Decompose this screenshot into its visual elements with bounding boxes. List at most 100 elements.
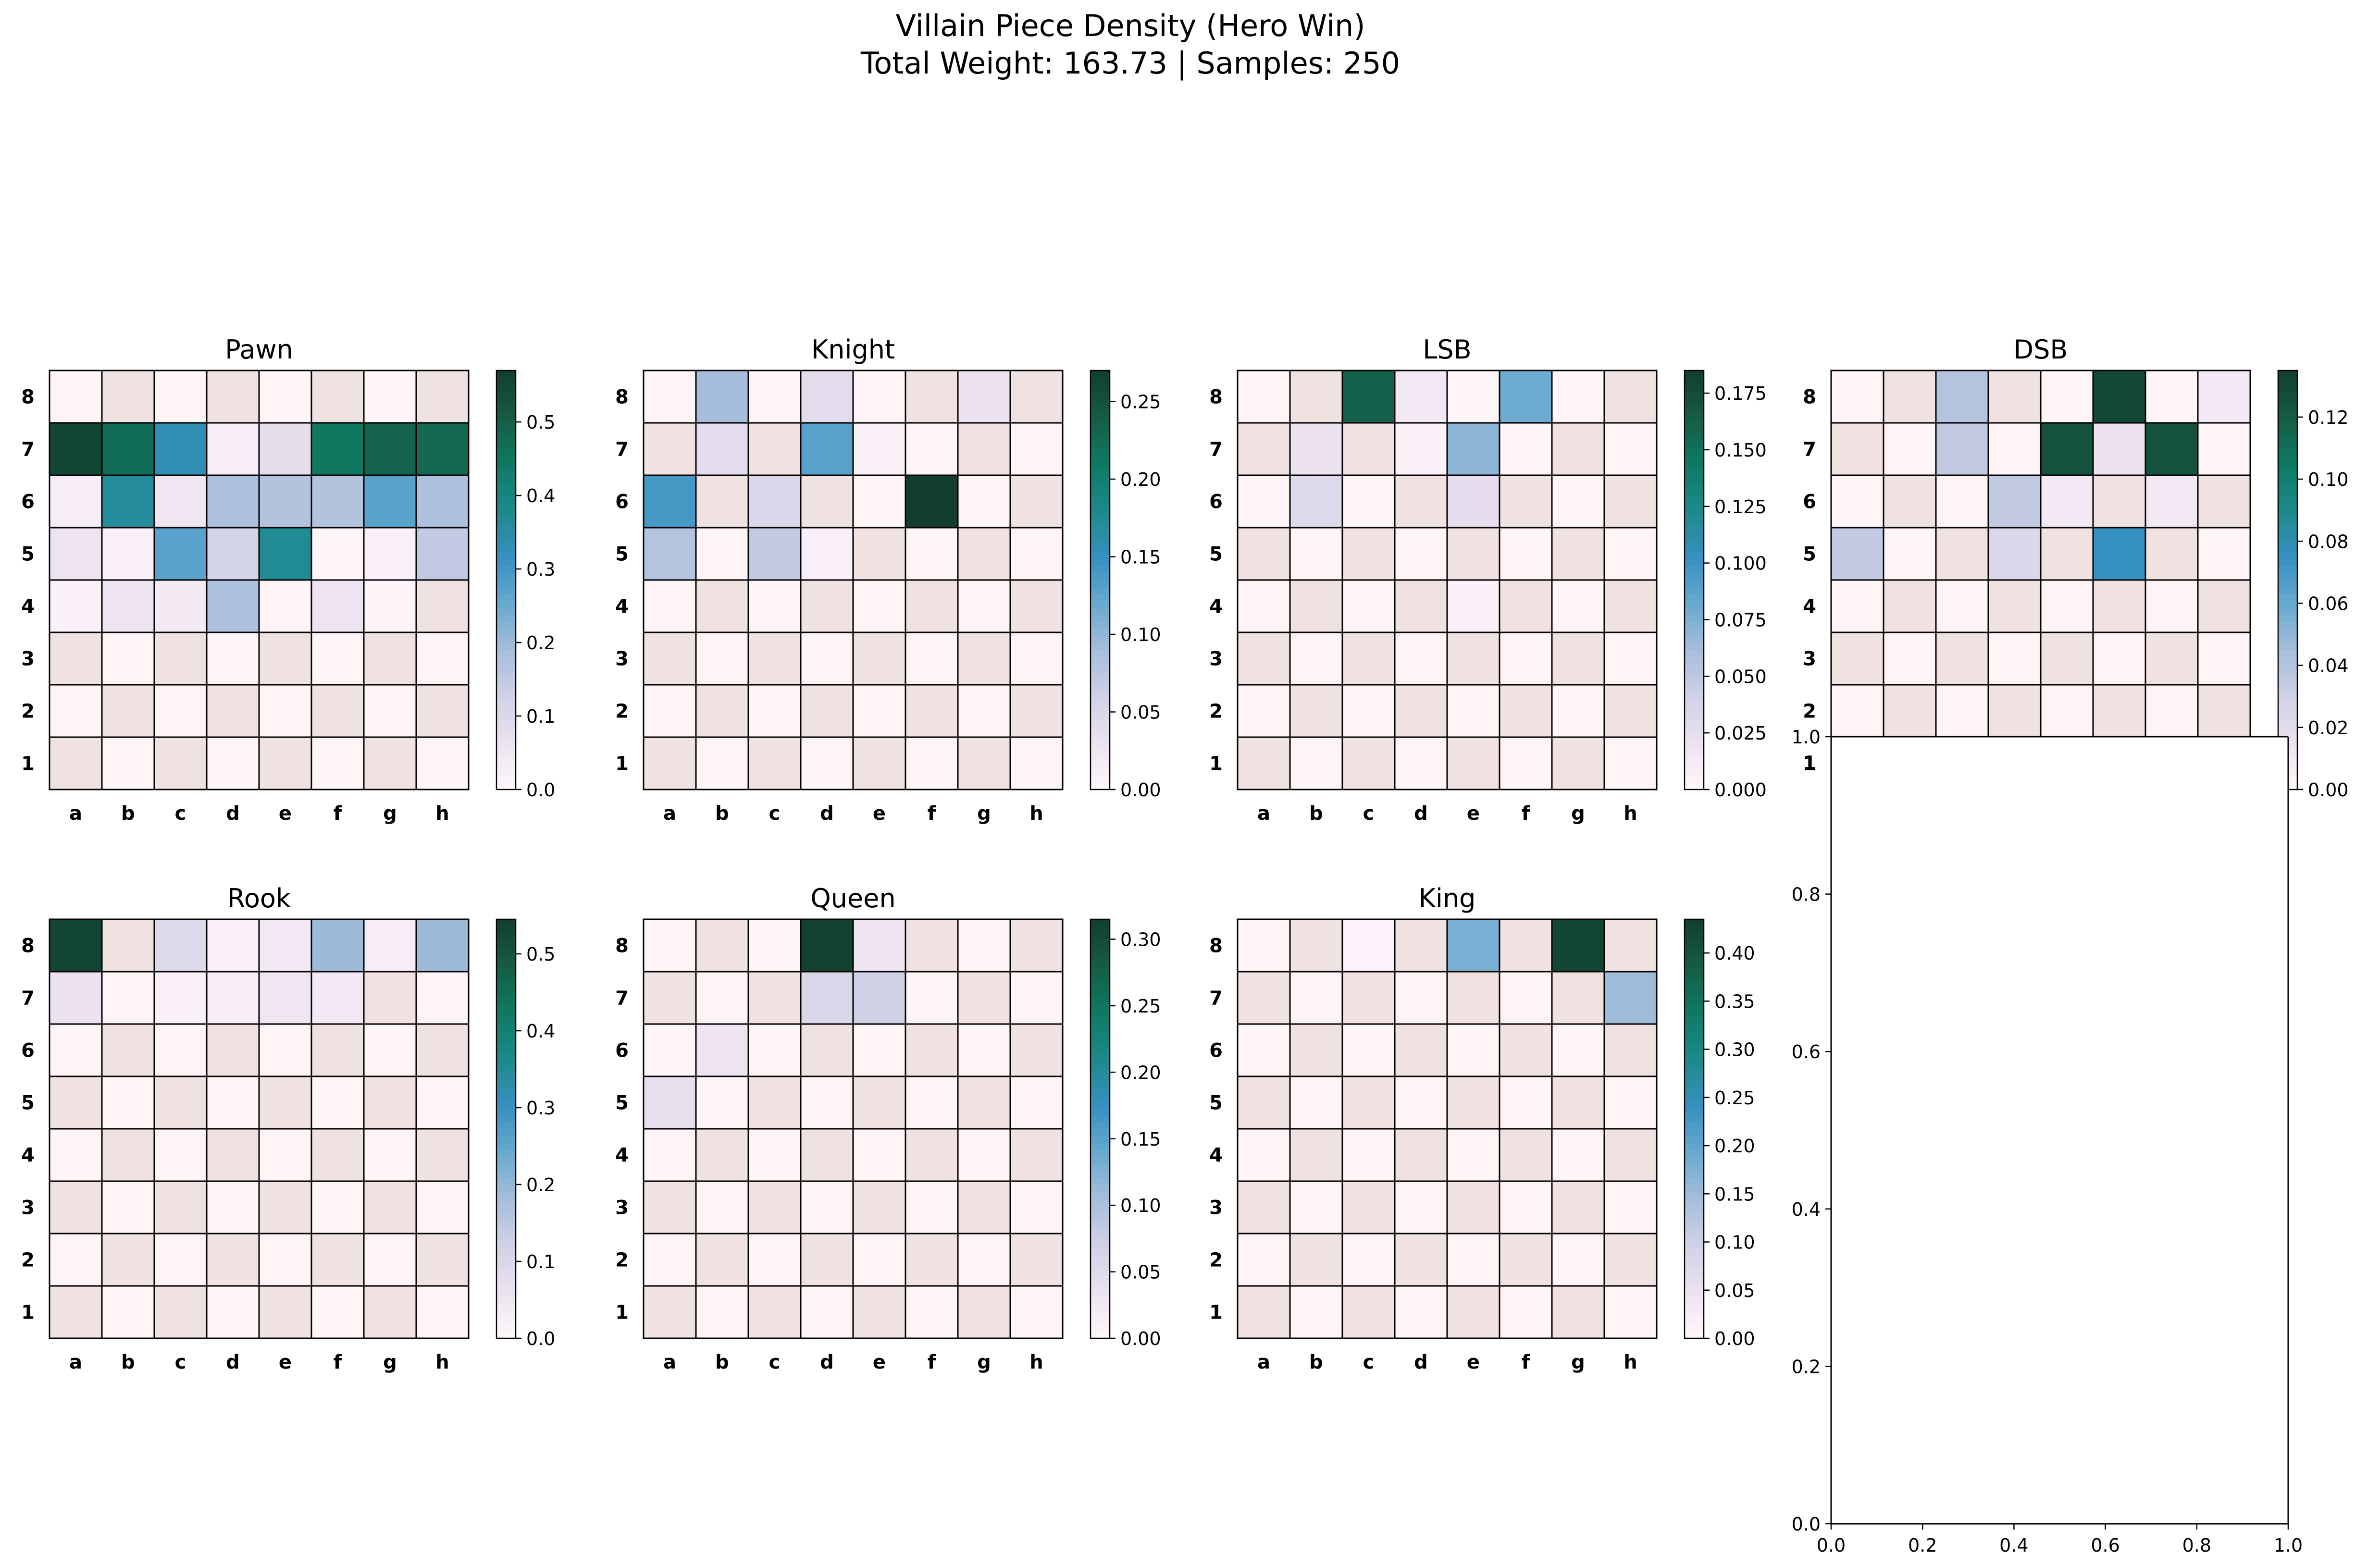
colorbar-segment: [496, 1100, 516, 1109]
colorbar-tick-label: 0.05: [1120, 702, 1161, 723]
rank-label: 2: [21, 701, 35, 723]
colorbar-segment: [1091, 503, 1110, 511]
heatmap-pawn: Pawn 8 7 6 5 4 3 2 1 a b c d e f g h 0.0 0.1 0.2 0.3 0.4 0.5: [21, 334, 555, 825]
rank-label: 5: [615, 1092, 629, 1114]
heatmap-cell: [415, 918, 470, 973]
heatmap-cell: [258, 736, 312, 790]
colorbar-segment: [1091, 733, 1110, 741]
heatmap-cell: [1499, 579, 1553, 633]
colorbar-segment: [2278, 391, 2297, 399]
colorbar-segment: [1685, 475, 1704, 483]
heatmap-cell: [1551, 1233, 1605, 1287]
heatmap-cell: [1237, 579, 1291, 633]
colorbar-segment: [496, 1282, 516, 1290]
heatmap-cell: [1289, 527, 1343, 581]
empty-axis: 0.0 0.2 0.4 0.6 0.8 1.0 0.0 0.2 0.4 0.6 0.8 1.0 1: [1792, 727, 2303, 1556]
heatmap-cell: [1499, 1023, 1553, 1077]
colorbar-segment: [1091, 1205, 1110, 1213]
heatmap-cell: [1551, 736, 1605, 790]
heatmap-cell: [1009, 1075, 1064, 1130]
heatmap-cell: [1289, 1285, 1343, 1339]
heatmap-cell: [747, 579, 802, 633]
colorbar-segment: [1685, 1275, 1704, 1283]
colorbar-segment: [1685, 545, 1704, 553]
colorbar-segment: [1091, 1100, 1110, 1109]
heatmap-cell: [363, 1180, 417, 1235]
heatmap-cell: [800, 1233, 854, 1287]
colorbar-segment: [1685, 1317, 1704, 1325]
heatmap-cell: [747, 918, 802, 973]
heatmap-cell: [101, 631, 155, 686]
colorbar-segment: [1091, 975, 1110, 983]
heatmap-cell: [800, 736, 854, 790]
heatmap-cell: [905, 1128, 959, 1182]
heatmap-cell: [1499, 1075, 1553, 1130]
heatmap-cell: [695, 1023, 749, 1077]
rank-label: 7: [21, 439, 35, 461]
heatmap-cell: [957, 918, 1011, 973]
colorbar-segment: [1685, 1303, 1704, 1311]
heatmap-cell: [1987, 370, 2042, 424]
colorbar-segment: [2278, 664, 2297, 671]
colorbar-tick-label: 0.02: [2308, 717, 2349, 739]
colorbar-segment: [1091, 377, 1110, 385]
colorbar-segment: [1091, 1031, 1110, 1039]
heatmap-cell: [1237, 971, 1291, 1025]
colorbar-tick-label: 0.1: [526, 1251, 555, 1272]
heatmap-cell: [905, 736, 959, 790]
heatmap-cell: [905, 684, 959, 738]
colorbar-segment: [1091, 768, 1110, 776]
colorbar-segment: [1091, 1017, 1110, 1025]
colorbar-segment: [496, 1296, 516, 1304]
file-label: g: [1571, 803, 1585, 825]
colorbar-tick-label: 0.1: [526, 706, 555, 727]
colorbar-segment: [496, 433, 516, 441]
colorbar-segment: [2278, 433, 2297, 441]
colorbar-segment: [1091, 1024, 1110, 1032]
colorbar-segment: [496, 1317, 516, 1325]
heatmap-cell: [747, 684, 802, 738]
colorbar-segment: [1685, 713, 1704, 720]
colorbar-tick-label: 0.25: [1714, 1087, 1755, 1109]
colorbar-segment: [1091, 1282, 1110, 1290]
heatmap-cell: [1987, 631, 2042, 686]
heatmap-cell: [153, 1233, 208, 1287]
heatmap-cell: [2040, 684, 2094, 738]
heatmap-cell: [153, 474, 208, 529]
colorbar-segment: [1091, 947, 1110, 955]
colorbar-tick-label: 0.2: [526, 632, 555, 654]
heatmap-cell: [747, 1023, 802, 1077]
heatmap-cell: [1237, 1285, 1291, 1339]
colorbar-segment: [1685, 594, 1704, 602]
colorbar-segment: [2278, 384, 2297, 392]
colorbar-segment: [2278, 615, 2297, 623]
heatmap-cell: [695, 684, 749, 738]
colorbar-segment: [496, 1031, 516, 1039]
heatmap-cell: [957, 579, 1011, 633]
heatmap-cell: [206, 971, 260, 1025]
colorbar-segment: [2278, 601, 2297, 609]
heatmap-cell: [310, 1023, 365, 1077]
heatmap-cell: [206, 736, 260, 790]
heatmap-cell: [1341, 1233, 1396, 1287]
colorbar-segment: [1091, 1289, 1110, 1297]
colorbar-segment: [496, 608, 516, 616]
heatmap-cell: [415, 1128, 470, 1182]
colorbar-segment: [1091, 573, 1110, 580]
heatmap-cell: [800, 1128, 854, 1182]
heatmap-cell: [1446, 1285, 1500, 1339]
colorbar-segment: [496, 1275, 516, 1283]
colorbar-segment: [496, 975, 516, 983]
heatmap-cell: [643, 474, 697, 529]
heatmap-cell: [2197, 422, 2251, 476]
heatmap-cell: [1551, 579, 1605, 633]
colorbar-segment: [1685, 552, 1704, 560]
colorbar-segment: [2278, 608, 2297, 616]
colorbar-segment: [1091, 1240, 1110, 1248]
colorbar-tick-label: 0.10: [1120, 624, 1161, 645]
colorbar-segment: [496, 580, 516, 588]
heatmap-cell: [101, 1233, 155, 1287]
heatmap-cell: [1289, 1180, 1343, 1235]
colorbar-tick-label: 0.050: [1714, 666, 1767, 687]
empty-axis-xtick-label: 0.2: [1908, 1535, 1937, 1556]
